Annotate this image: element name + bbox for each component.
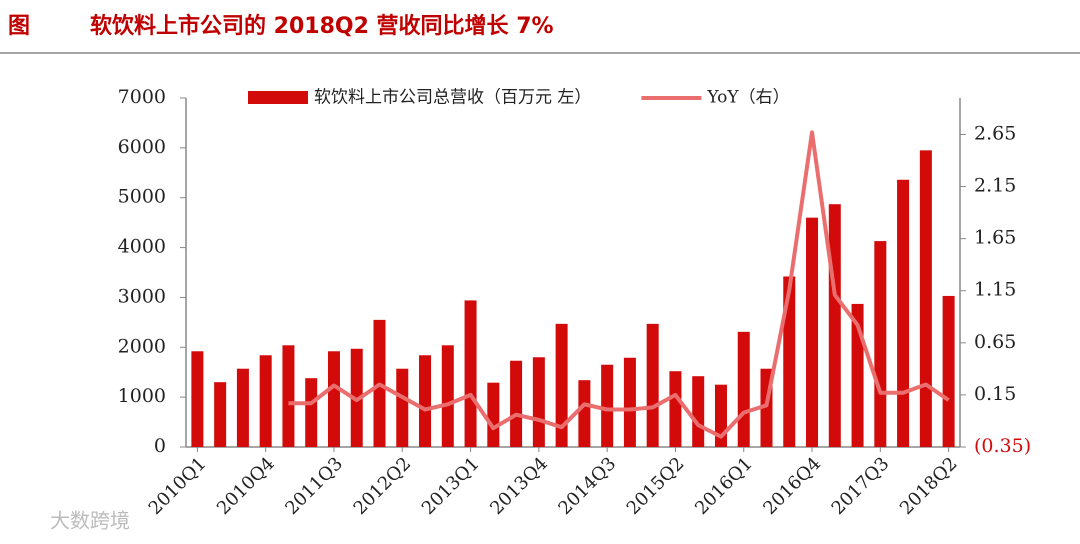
bar xyxy=(555,323,568,447)
bar xyxy=(191,351,204,447)
bar xyxy=(282,345,295,447)
y-tick-label: 3000 xyxy=(118,285,166,307)
bar xyxy=(259,355,272,447)
bar xyxy=(578,380,591,447)
x-tick-label: 2017Q3 xyxy=(828,453,894,519)
y-tick-label: 2000 xyxy=(118,335,166,357)
y-tick-label: 7000 xyxy=(118,86,166,108)
bar xyxy=(806,217,819,447)
x-tick-label: 2016Q1 xyxy=(691,453,757,519)
x-tick-label: 2013Q1 xyxy=(418,453,484,519)
bar xyxy=(783,276,796,447)
bar xyxy=(532,357,545,447)
bar xyxy=(692,376,705,447)
bar xyxy=(327,351,340,447)
y2-tick-label: 0.15 xyxy=(974,383,1016,405)
bar xyxy=(305,378,318,447)
bar xyxy=(737,331,750,447)
y2-tick-label: 2.15 xyxy=(974,175,1016,197)
y-tick-label: 4000 xyxy=(118,236,166,258)
y2-tick-label: (0.35) xyxy=(974,435,1031,457)
legend-swatch xyxy=(248,91,308,104)
bar xyxy=(236,368,249,447)
x-tick-label: 2013Q4 xyxy=(486,453,552,519)
figure-label: 图 xyxy=(8,14,30,39)
watermark: 大数跨境 xyxy=(50,509,130,533)
chart-title: 软饮料上市公司的 2018Q2 营收同比增长 7% xyxy=(90,13,554,39)
bar xyxy=(828,204,841,447)
line xyxy=(288,130,950,439)
x-tick-label: 2012Q2 xyxy=(350,453,416,519)
bar xyxy=(510,360,523,447)
y-tick-label: 6000 xyxy=(118,136,166,158)
y2-tick-label: 2.65 xyxy=(974,122,1016,144)
bar xyxy=(919,150,932,447)
bar xyxy=(601,364,614,447)
y-tick-label: 0 xyxy=(154,435,166,457)
bar xyxy=(874,241,887,447)
bar xyxy=(942,295,955,447)
y-tick-label: 5000 xyxy=(118,186,166,208)
x-tick-label: 2010Q4 xyxy=(213,453,279,519)
bar xyxy=(214,382,227,447)
bar xyxy=(419,355,432,447)
x-tick-label: 2011Q3 xyxy=(281,453,347,519)
legend-label: YoY（右） xyxy=(706,88,789,108)
bar xyxy=(441,345,454,447)
bar xyxy=(623,357,636,447)
bar xyxy=(487,382,500,447)
y-tick-label: 1000 xyxy=(118,385,166,407)
x-tick-label: 2014Q3 xyxy=(554,453,620,519)
bar xyxy=(669,371,682,447)
y2-tick-label: 1.15 xyxy=(974,279,1016,301)
bar xyxy=(646,323,659,447)
bar xyxy=(396,368,409,447)
x-tick-label: 2010Q1 xyxy=(145,453,211,519)
x-tick-label: 2018Q2 xyxy=(896,453,962,519)
legend-label: 软饮料上市公司总营收（百万元 左） xyxy=(314,88,591,108)
y2-tick-label: 0.65 xyxy=(974,331,1016,353)
bar xyxy=(464,300,477,447)
x-tick-label: 2015Q2 xyxy=(623,453,689,519)
x-tick-label: 2016Q4 xyxy=(759,453,825,519)
bar xyxy=(897,179,910,447)
y2-tick-label: 1.65 xyxy=(974,227,1016,249)
